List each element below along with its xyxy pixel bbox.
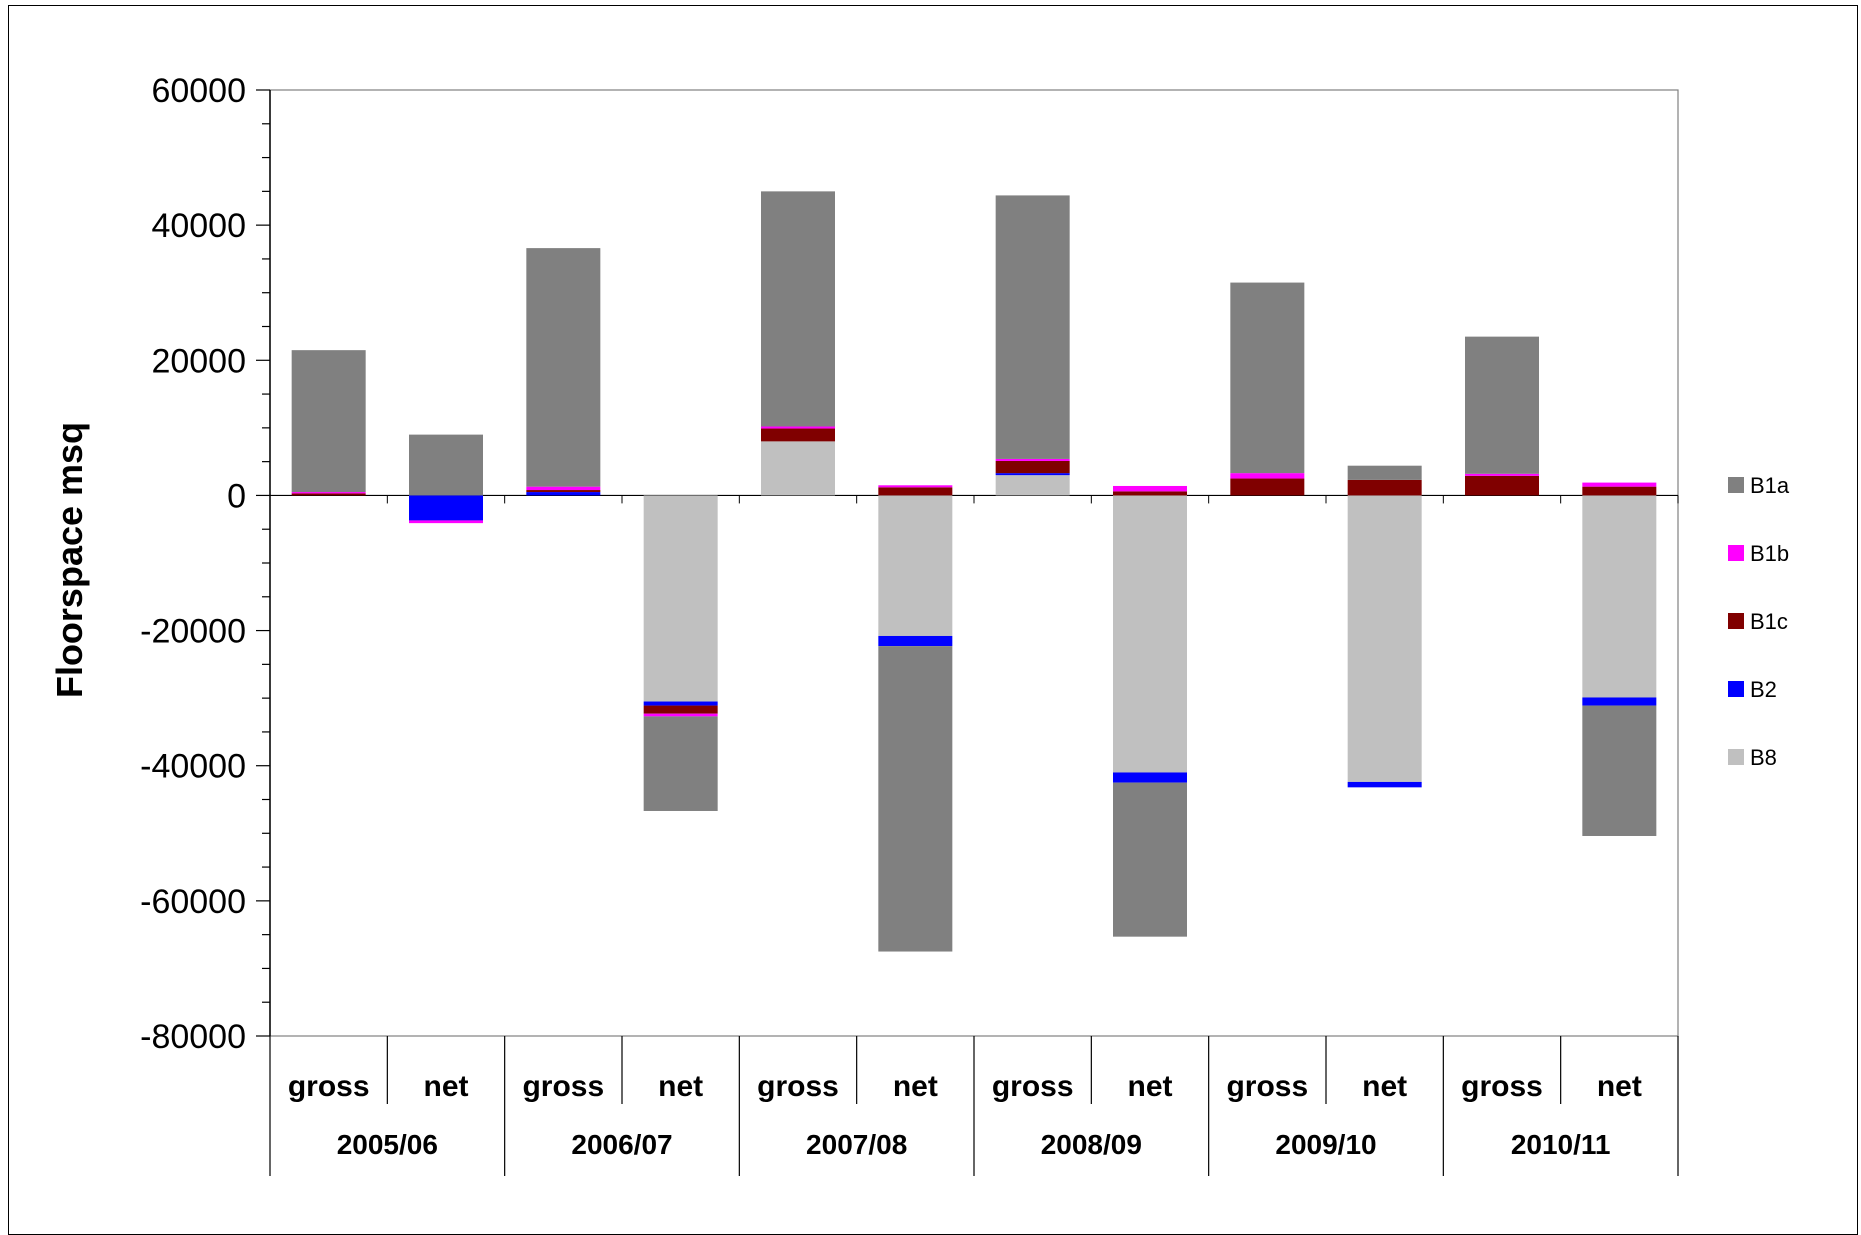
x-year-label: 2006/07: [571, 1129, 672, 1160]
legend-swatch-b1c: [1728, 613, 1744, 629]
bar-b1b-3: [643, 713, 718, 717]
bar-b1a-3: [643, 716, 718, 811]
bar-b1a-10: [1465, 336, 1539, 474]
plot-area: [269, 89, 1679, 1037]
y-tick-label: 60000: [151, 72, 246, 110]
bar-b1b-5: [878, 485, 953, 488]
bar-b1b-1: [409, 520, 483, 524]
y-tick-label: -60000: [140, 883, 246, 921]
y-axis-label: Floorspace msq: [49, 422, 90, 698]
y-tick-label: 40000: [151, 207, 246, 245]
bar-b1b-7: [1113, 485, 1187, 492]
x-sub-label: gross: [992, 1070, 1074, 1103]
bar-b1a-11: [1582, 705, 1657, 836]
bar-b2-2: [526, 492, 601, 496]
y-tick-label: 20000: [151, 342, 246, 380]
bar-b1a-7: [1113, 782, 1187, 937]
bar-b8-7: [1113, 495, 1187, 773]
floorspace-chart: 60000 40000 20000 0 -20000 -40000 -60000 -80000…: [49, 72, 1790, 1176]
bar-b1c-2: [526, 490, 601, 493]
bar-b2-9: [1347, 781, 1422, 788]
legend-label-b1c: B1c: [1750, 609, 1788, 634]
x-sub-label: net: [893, 1070, 938, 1103]
bar-b8-11: [1582, 495, 1657, 698]
bar-b1a-4: [761, 191, 835, 427]
x-sub-label: net: [1597, 1070, 1642, 1103]
x-sub-label: gross: [1226, 1070, 1308, 1103]
bar-b8-4: [761, 441, 835, 496]
x-year-label: 2010/11: [1511, 1129, 1611, 1160]
x-sub-label: gross: [1461, 1070, 1543, 1103]
bar-b1b-10: [1465, 473, 1539, 476]
bar-b2-11: [1582, 697, 1657, 706]
bar-b1c-6: [995, 460, 1070, 474]
legend-label-b2: B2: [1750, 677, 1777, 702]
y-tick-label: 0: [227, 477, 246, 515]
x-sub-label: gross: [288, 1070, 370, 1103]
bar-b1c-8: [1230, 478, 1305, 496]
bar-b1b-0: [291, 492, 366, 494]
x-sub-label: net: [658, 1070, 703, 1103]
bar-b2-5: [878, 635, 953, 647]
bar-b8-9: [1347, 495, 1422, 782]
x-year-label: 2005/06: [337, 1129, 438, 1160]
legend-swatch-b8: [1728, 749, 1744, 765]
bar-b1a-2: [526, 248, 601, 487]
bar-b1a-0: [291, 350, 366, 493]
legend-swatch-b1b: [1728, 545, 1744, 561]
bar-b1c-11: [1582, 486, 1657, 496]
bar-b1c-0: [291, 493, 366, 496]
x-sub-label: gross: [522, 1070, 604, 1103]
legend-label-b1b: B1b: [1750, 541, 1789, 566]
bar-b1a-6: [995, 195, 1070, 459]
bar-b1c-4: [761, 428, 835, 442]
bar-b1a-8: [1230, 282, 1305, 474]
legend-label-b1a: B1a: [1750, 473, 1790, 498]
legend-swatch-b2: [1728, 681, 1744, 697]
bar-b1c-3: [643, 705, 718, 714]
bar-b2-3: [643, 701, 718, 706]
bar-b1c-9: [1347, 479, 1422, 496]
x-axis-group: gross net gross net gross net gross net gross net…: [269, 1036, 1679, 1176]
x-year-label: 2009/10: [1275, 1129, 1376, 1160]
y-tick-label: -40000: [140, 748, 246, 786]
y-tick-label: -20000: [140, 613, 246, 651]
x-sub-label: gross: [757, 1070, 839, 1103]
bar-b1c-10: [1465, 475, 1539, 496]
legend-group: B1a B1b B1c B2 B8: [1728, 473, 1790, 770]
x-year-label: 2008/09: [1041, 1129, 1142, 1160]
x-sub-label: net: [1362, 1070, 1407, 1103]
bar-b1c-5: [878, 487, 953, 496]
legend-swatch-b1a: [1728, 477, 1744, 493]
bar-b8-3: [643, 495, 718, 702]
bar-b2-7: [1113, 772, 1187, 783]
y-tick-label: -80000: [140, 1018, 246, 1056]
bar-b1b-2: [526, 486, 601, 491]
x-sub-label: net: [424, 1070, 469, 1103]
bars-group: [291, 191, 1657, 952]
bar-b1b-11: [1582, 482, 1657, 487]
bar-b8-6: [995, 475, 1070, 496]
bar-b1c-7: [1113, 491, 1187, 496]
bar-b2-6: [995, 473, 1070, 476]
bar-b1b-6: [995, 458, 1070, 461]
bar-b1a-9: [1347, 465, 1422, 480]
bar-b1b-4: [761, 426, 835, 429]
bar-b1b-8: [1230, 473, 1305, 479]
bar-b2-1: [409, 495, 483, 521]
bar-b1a-1: [409, 434, 483, 496]
bar-b8-5: [878, 495, 953, 636]
x-sub-label: net: [1128, 1070, 1173, 1103]
legend-label-b8: B8: [1750, 745, 1777, 770]
x-year-label: 2007/08: [806, 1129, 907, 1160]
bar-b1a-5: [878, 646, 953, 952]
